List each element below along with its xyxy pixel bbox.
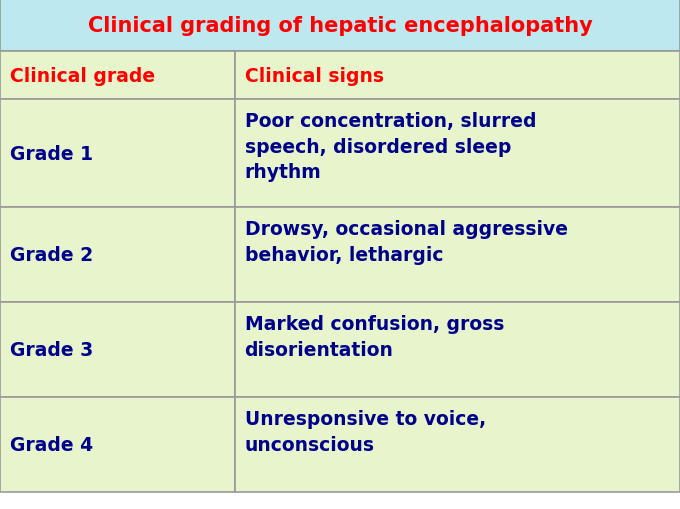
Bar bbox=[0, 100, 235, 208]
Bar bbox=[235, 52, 680, 100]
Text: Grade 4: Grade 4 bbox=[10, 435, 93, 454]
Text: Grade 3: Grade 3 bbox=[10, 341, 93, 359]
Bar bbox=[235, 302, 680, 397]
Bar bbox=[0, 397, 235, 492]
Bar bbox=[235, 208, 680, 302]
Text: Clinical grade: Clinical grade bbox=[10, 66, 155, 86]
Bar bbox=[0, 302, 235, 397]
Text: Drowsy, occasional aggressive
behavior, lethargic: Drowsy, occasional aggressive behavior, … bbox=[245, 219, 568, 264]
Text: Unresponsive to voice,
unconscious: Unresponsive to voice, unconscious bbox=[245, 409, 486, 454]
Text: Marked confusion, gross
disorientation: Marked confusion, gross disorientation bbox=[245, 315, 504, 359]
Bar bbox=[235, 100, 680, 208]
Text: Poor concentration, slurred
speech, disordered sleep
rhythm: Poor concentration, slurred speech, diso… bbox=[245, 112, 536, 182]
Bar bbox=[0, 0, 680, 52]
Bar bbox=[235, 397, 680, 492]
Text: Clinical grading of hepatic encephalopathy: Clinical grading of hepatic encephalopat… bbox=[88, 16, 592, 36]
Text: Clinical signs: Clinical signs bbox=[245, 66, 384, 86]
Text: Grade 2: Grade 2 bbox=[10, 245, 93, 265]
Text: Grade 1: Grade 1 bbox=[10, 144, 93, 163]
Bar bbox=[0, 52, 235, 100]
Bar bbox=[0, 208, 235, 302]
